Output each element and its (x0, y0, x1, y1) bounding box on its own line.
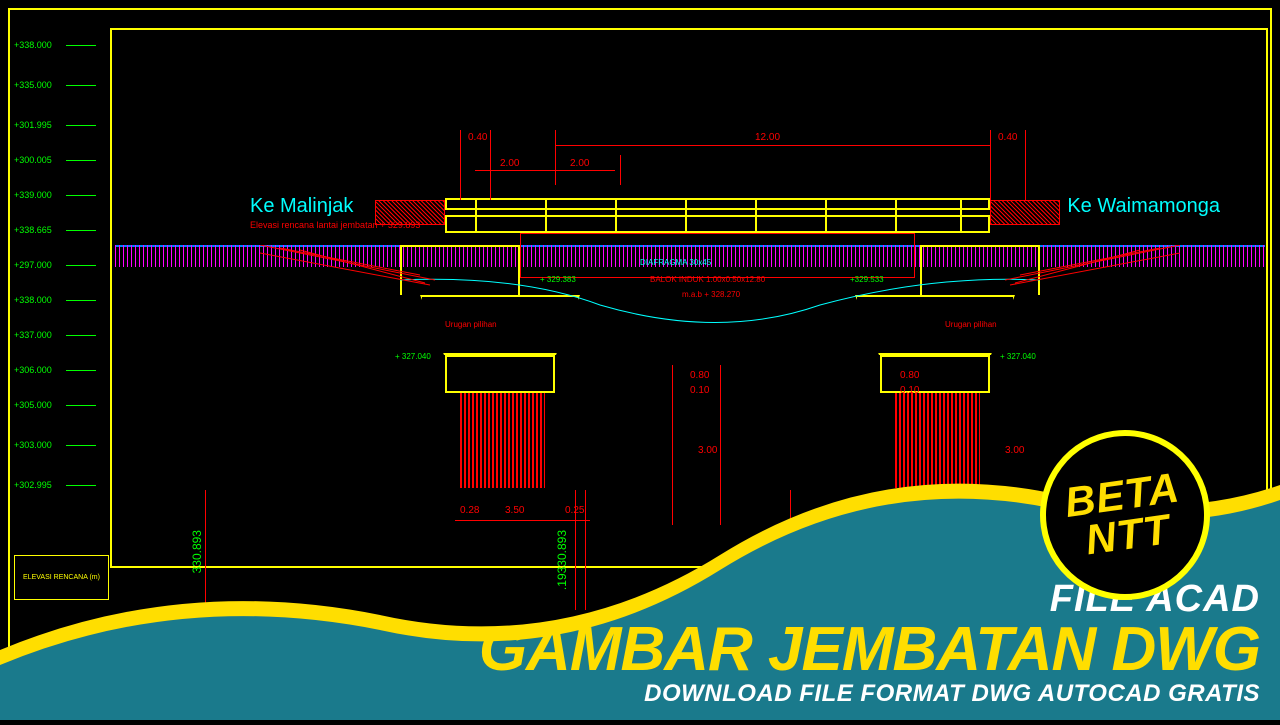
dim-ext (1025, 130, 1026, 200)
dim-ext (460, 130, 461, 200)
direction-left: Ke Malinjak (250, 195, 353, 218)
rail-post (960, 198, 962, 233)
title-line2: GAMBAR JEMBATAN DWG (479, 621, 1260, 680)
direction-right: Ke Waimamonga (1067, 195, 1220, 218)
pier-elev-left: + 327.040 (395, 352, 431, 361)
dim-seg2: 2.00 (570, 158, 589, 169)
elev-label: +338.000 (14, 40, 52, 50)
left-footing (445, 355, 555, 393)
elev-label: +305.000 (14, 400, 52, 410)
rail-post (825, 198, 827, 233)
elev-label: +335.000 (14, 80, 52, 90)
dim-ext (555, 130, 556, 185)
elev-label: +300.005 (14, 155, 52, 165)
dim-ext (490, 130, 491, 200)
foot-w: 0.80 (690, 370, 709, 381)
elev-label: +338.000 (14, 295, 52, 305)
rail-post (475, 198, 477, 233)
title-line3: DOWNLOAD FILE FORMAT DWG AUTOCAD GRATIS (479, 680, 1260, 708)
rail-post (545, 198, 547, 233)
rail-post (755, 198, 757, 233)
foot-h-r: 0.10 (900, 385, 919, 396)
left-abutment-top (375, 200, 445, 225)
elev-label: +297.000 (14, 260, 52, 270)
dim-seg (475, 170, 615, 171)
badge-line2: NTT (1083, 509, 1172, 560)
elev-label: +339.000 (14, 190, 52, 200)
water-profile (400, 270, 1040, 350)
right-footing (880, 355, 990, 393)
rail-post (685, 198, 687, 233)
diaphragm-note: DIAFRAGMA 30x45 (640, 258, 711, 267)
right-abutment-top (990, 200, 1060, 225)
dim-ext (620, 155, 621, 185)
foot-w-r: 0.80 (900, 370, 919, 381)
dim-span-text: 12.00 (755, 132, 780, 143)
elev-label: +337.000 (14, 330, 52, 340)
pier-elev-right: + 327.040 (1000, 352, 1036, 361)
dim-span (555, 145, 990, 146)
dim-ext (990, 130, 991, 200)
rail-post (895, 198, 897, 233)
approach-lines-right (1000, 245, 1180, 295)
rail-post (615, 198, 617, 233)
elev-label: +338.665 (14, 225, 52, 235)
approach-lines-left (260, 245, 440, 295)
deck-slab (445, 215, 990, 233)
deck-top-rail (445, 198, 990, 210)
elev-label: +306.000 (14, 365, 52, 375)
dim-end2: 0.40 (998, 132, 1017, 143)
elev-label: +301.995 (14, 120, 52, 130)
dim-end1: 0.40 (468, 132, 487, 143)
foot-h: 0.10 (690, 385, 709, 396)
dim-seg1: 2.00 (500, 158, 519, 169)
